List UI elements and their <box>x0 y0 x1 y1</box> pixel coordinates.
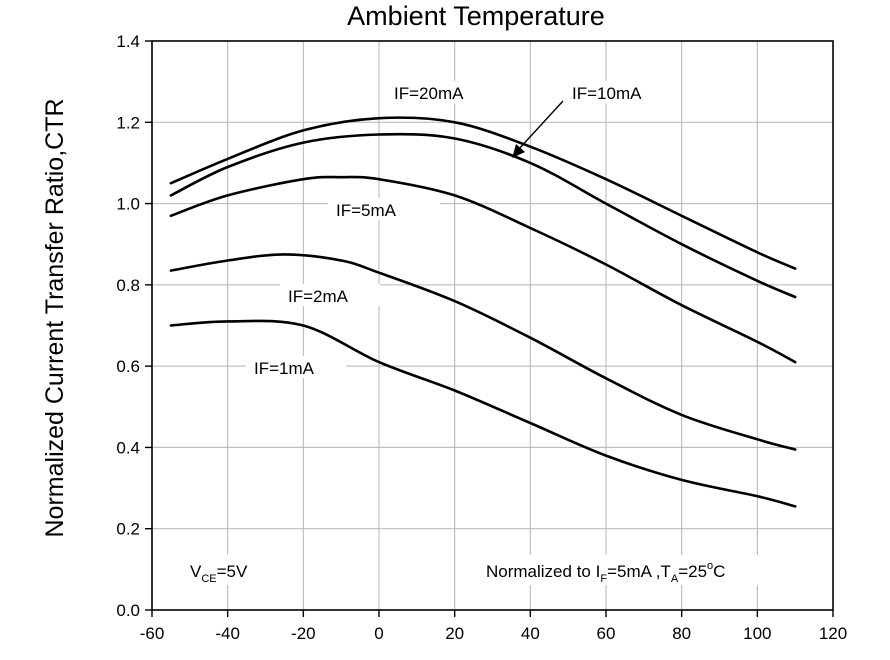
label-if5: IF=5mA <box>336 201 397 220</box>
x-tick-label: -40 <box>215 624 240 643</box>
series-labels: IF=20mA IF=10mA IF=5mA IF=2mA IF=1mA <box>246 81 676 378</box>
series-lines <box>169 116 797 508</box>
x-tick-label: 20 <box>445 624 464 643</box>
x-tick-label: 100 <box>743 624 771 643</box>
x-tick-label: 0 <box>374 624 383 643</box>
label-if2: IF=2mA <box>288 287 349 306</box>
x-tick-label: 120 <box>819 624 847 643</box>
x-tick-label: 60 <box>597 624 616 643</box>
plot-frame <box>151 40 834 611</box>
if10-pointer-line <box>517 100 564 151</box>
y-tick-label: 1.4 <box>116 32 140 51</box>
axis-ticks: -60 -40 -20 0 20 40 60 80 100 120 0.0 0.2 0.4 0.6 0.8 1… <box>116 32 847 643</box>
y-tick-label: 0.0 <box>116 601 140 620</box>
series-line-if-2ma <box>169 253 797 451</box>
series-line-if-5ma <box>169 175 797 364</box>
label-if1: IF=1mA <box>254 359 315 378</box>
y-axis-label: Normalized Current Transfer Ratio,CTR <box>41 98 69 537</box>
label-if10: IF=10mA <box>572 84 642 103</box>
vce-note: VCE=5V <box>190 562 248 585</box>
x-tick-label: -60 <box>140 624 165 643</box>
grid <box>152 41 833 610</box>
condition-notes: VCE=5V Normalized to IF=5mA ,TA=25oC <box>184 555 818 585</box>
series-line-if-20ma <box>169 116 797 270</box>
y-tick-label: 1.0 <box>116 195 140 214</box>
series-line-if-10ma <box>169 132 797 299</box>
label-if20: IF=20mA <box>394 84 464 103</box>
series-line-if-1ma <box>169 319 797 508</box>
x-tick-label: 80 <box>672 624 691 643</box>
if10-pointer-arrowhead <box>512 144 525 158</box>
y-tick-label: 0.8 <box>116 276 140 295</box>
normalization-note: Normalized to IF=5mA ,TA=25oC <box>486 560 725 585</box>
y-tick-label: 1.2 <box>116 113 140 132</box>
y-tick-label: 0.2 <box>116 520 140 539</box>
x-tick-label: -20 <box>291 624 316 643</box>
y-tick-label: 0.6 <box>116 357 140 376</box>
x-tick-label: 40 <box>521 624 540 643</box>
chart-title: Ambient Temperature <box>347 1 605 31</box>
y-tick-label: 0.4 <box>116 438 140 457</box>
